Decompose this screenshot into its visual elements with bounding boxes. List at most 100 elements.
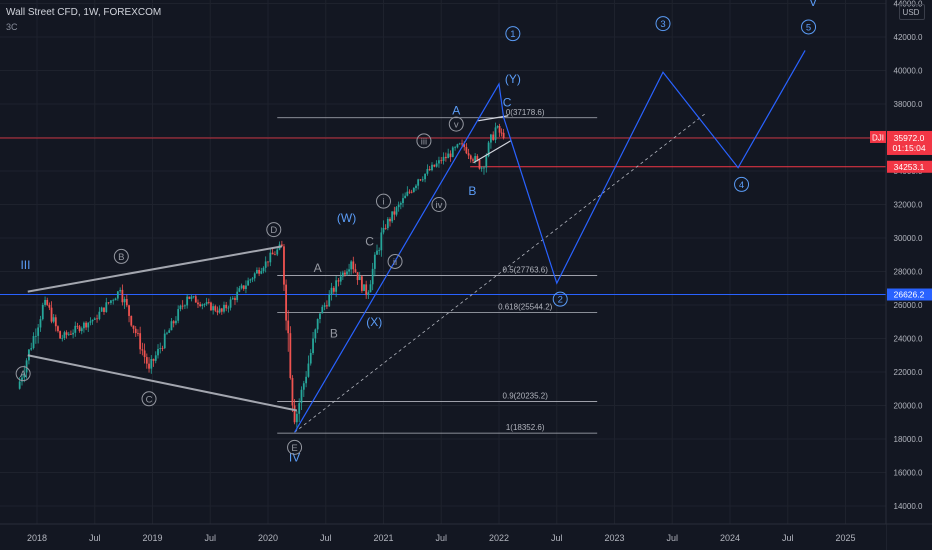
candle-body (194, 296, 197, 303)
candle-body (476, 156, 479, 160)
wave-label: III (20, 258, 30, 272)
candle (37, 323, 40, 344)
candle-body (369, 284, 372, 293)
candle-body (397, 204, 400, 208)
candle (148, 357, 150, 373)
candle-body (89, 321, 92, 323)
candle (421, 176, 424, 182)
candle (152, 358, 155, 367)
triangle-boundary-line (27, 354, 298, 412)
candle (399, 201, 402, 210)
candle (240, 283, 243, 290)
candle (341, 270, 344, 281)
candle-body (435, 163, 438, 167)
candle (154, 351, 157, 364)
candle-body (212, 306, 215, 311)
candle (456, 143, 459, 149)
candle-body (74, 325, 77, 333)
candle (210, 301, 212, 311)
candle (289, 326, 292, 380)
candle (34, 328, 37, 344)
candle (291, 375, 294, 412)
candle-body (85, 322, 87, 328)
candle (201, 303, 204, 310)
candle (330, 282, 333, 301)
price-axis-panel[interactable] (886, 0, 932, 524)
candle-body (326, 305, 328, 307)
candle-body (247, 280, 250, 286)
candle (175, 316, 177, 326)
candle-body (480, 167, 483, 169)
candle-body (454, 147, 457, 149)
candle (23, 365, 26, 383)
candle (137, 329, 139, 337)
candle (143, 343, 146, 364)
candle (496, 125, 499, 129)
candle (393, 206, 396, 221)
candle (199, 301, 202, 308)
currency-label[interactable]: USD (902, 8, 920, 17)
candle (44, 296, 46, 307)
candle (440, 157, 443, 164)
candle (337, 277, 340, 287)
indicator-label[interactable]: 3C (6, 22, 18, 32)
time-axis-panel[interactable] (0, 524, 886, 550)
candle (177, 305, 180, 324)
wave-label-text: v (454, 120, 459, 131)
candle-body (264, 261, 267, 268)
candle-body (172, 321, 175, 324)
candle (83, 321, 85, 333)
candle (354, 263, 357, 273)
candle (391, 211, 394, 224)
candle-body (91, 319, 94, 322)
wave-label-circle (15, 366, 31, 382)
candle-body (424, 173, 426, 180)
candle (360, 275, 363, 293)
candle-body (267, 261, 269, 263)
current-price-tag-value: 35972.0 (894, 133, 925, 143)
wave-label-circle (416, 133, 432, 149)
y-tick-label: 26000.0 (894, 301, 923, 310)
y-tick-label: 16000.0 (894, 469, 923, 478)
candle (163, 329, 166, 350)
candle-body (293, 405, 296, 423)
candle-body (168, 330, 171, 333)
candle-body (199, 304, 202, 306)
candle (346, 268, 348, 276)
candle (480, 166, 483, 172)
candle (371, 262, 374, 291)
candle (498, 123, 501, 137)
candle (78, 324, 81, 333)
currency-box[interactable] (899, 4, 925, 20)
candle (312, 332, 314, 355)
candle (41, 302, 44, 321)
candle-body (360, 276, 363, 291)
candle (61, 334, 64, 342)
wave-label-circle (655, 16, 671, 32)
candle-body (251, 278, 254, 280)
candle (433, 164, 436, 168)
candle (242, 285, 245, 291)
x-tick-label: Jul (89, 533, 101, 543)
candle (458, 142, 461, 145)
candle (321, 304, 324, 314)
candle-body (341, 272, 344, 277)
price-tag-text: 34253.1 (894, 162, 925, 172)
price-tag-bg (887, 288, 932, 301)
wave-label: D (266, 222, 282, 238)
candle-body (323, 305, 326, 307)
candle-body (309, 353, 312, 364)
wave-label-text: A (20, 369, 27, 380)
candle-body (283, 246, 285, 285)
candle-body (465, 147, 468, 154)
candle (161, 345, 164, 352)
candle (348, 263, 350, 275)
candle (492, 131, 495, 141)
candle-body (67, 333, 70, 335)
wave-label-circle (387, 253, 403, 269)
candle (356, 272, 359, 285)
y-tick-label: 18000.0 (894, 435, 923, 444)
y-tick-label: 20000.0 (894, 402, 923, 411)
candle-body (302, 383, 305, 390)
